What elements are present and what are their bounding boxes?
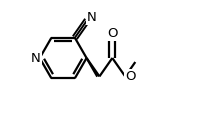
Text: O: O xyxy=(107,27,117,40)
Text: N: N xyxy=(31,52,41,65)
Text: N: N xyxy=(87,11,97,24)
Text: O: O xyxy=(125,70,135,83)
